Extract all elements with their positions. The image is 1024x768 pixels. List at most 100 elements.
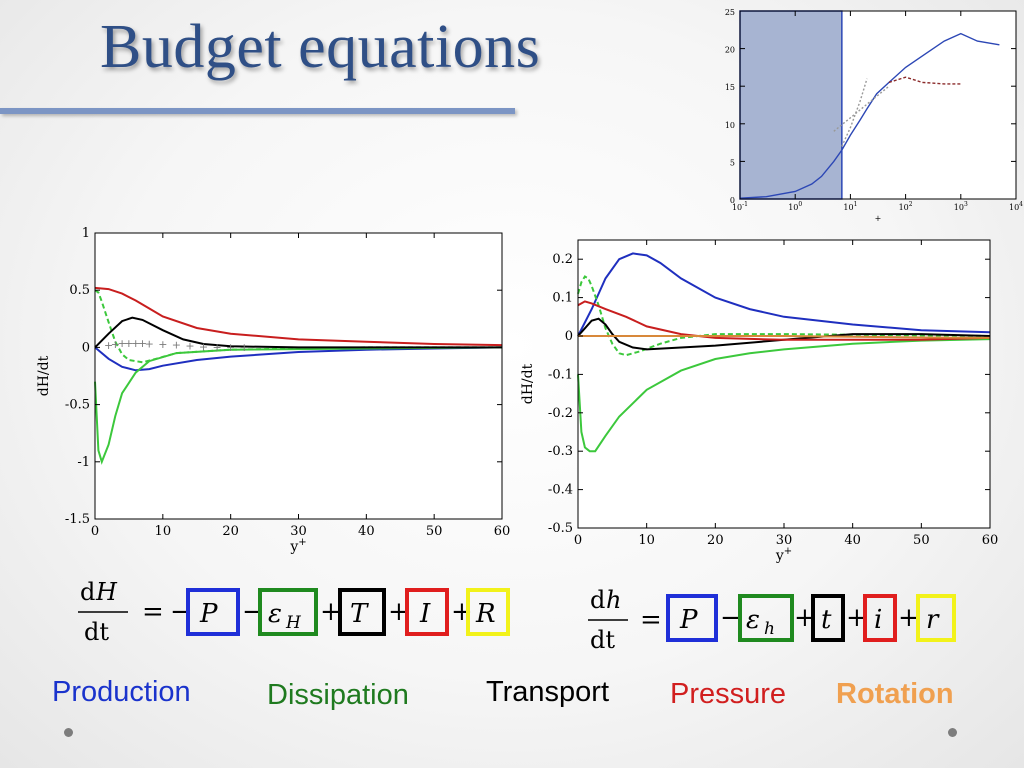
plot-area — [95, 233, 502, 519]
plot-frame — [739, 10, 1017, 200]
eq-right-box-transport — [811, 594, 845, 642]
slide-title: Budget equations — [100, 13, 541, 81]
y-tick-label: -0.2 — [548, 406, 573, 421]
eq-right-term-i: i — [874, 605, 882, 635]
corner-dot-right — [948, 728, 957, 737]
eq-right-term-t: t — [821, 605, 832, 635]
y-tick-label: -0.1 — [548, 367, 573, 382]
y-tick-label: -0.3 — [548, 444, 573, 459]
x-tick-label: 102 — [899, 201, 913, 212]
x-tick-label: 0 — [91, 524, 99, 539]
eq-left-term-t: T — [350, 599, 369, 629]
marker-plus: + — [124, 337, 133, 350]
x-tick-label: 10 — [638, 533, 655, 548]
marker-plus: + — [145, 337, 154, 350]
x-tick-label: 40 — [844, 533, 861, 548]
marker-plus: + — [226, 341, 235, 354]
x-tick-label: 10-1 — [732, 201, 748, 212]
y-tick-label: -0.5 — [65, 398, 90, 413]
series-rotation — [578, 335, 991, 339]
eq-right-op-4: + — [898, 603, 920, 633]
eq-left-box-pressure — [405, 588, 449, 636]
shaded-viscous-region — [739, 10, 843, 200]
y-tick-label: -0.4 — [548, 483, 573, 498]
x-tick-label: 60 — [494, 524, 511, 539]
legend-dissipation: Dissipation — [267, 679, 409, 711]
series-profile — [739, 32, 1000, 199]
y-tick-label: -1 — [77, 455, 90, 470]
marker-plus: + — [138, 337, 147, 350]
x-tick-label: 103 — [954, 201, 968, 212]
marker-plus: + — [111, 338, 120, 351]
eq-right-box-production — [666, 594, 718, 642]
eq-right-box-dissipation — [738, 594, 794, 642]
eq-left-op-2: + — [320, 597, 342, 627]
y-tick-label: 20 — [725, 46, 735, 55]
series-log-ref — [833, 85, 890, 132]
eq-left-op-3: + — [388, 597, 410, 627]
marker-plus: + — [104, 339, 113, 352]
x-tick-label: 50 — [913, 533, 930, 548]
x-tick-label: 100 — [788, 201, 802, 212]
y-tick-label: 0 — [565, 329, 573, 344]
x-tick-label: 104 — [1009, 201, 1023, 212]
series-dissipation — [577, 338, 991, 453]
eq-left-den: dt — [84, 618, 109, 646]
x-tick-label: 20 — [707, 533, 724, 548]
series-pressure — [577, 300, 991, 341]
series-production — [94, 346, 503, 372]
marker-plus: + — [158, 338, 167, 351]
eq-left-term-eps: ε — [268, 599, 282, 629]
corner-dot-left — [64, 728, 73, 737]
marker-plus: + — [240, 341, 249, 354]
eq-right-op-1: − — [720, 603, 742, 633]
series-dashed-red — [888, 76, 961, 85]
x-tick-label: 0 — [574, 533, 582, 548]
y-axis-label: dH/dt — [36, 355, 52, 396]
marker-plus: + — [131, 337, 140, 350]
marker-plus: + — [172, 339, 181, 352]
eq-left-equals: = — [142, 597, 164, 627]
marker-plus: + — [118, 337, 127, 350]
x-axis-label: + — [875, 214, 882, 223]
y-tick-label: 0.1 — [552, 291, 573, 306]
y-tick-label: 5 — [730, 158, 735, 167]
y-tick-label: -0.5 — [548, 521, 573, 536]
x-tick-label: 101 — [843, 201, 857, 212]
eq-left-num-d: d — [80, 578, 95, 606]
y-tick-label: 0.2 — [552, 252, 573, 267]
y-tick-label: 15 — [725, 83, 735, 92]
eq-right-op-3: + — [846, 603, 868, 633]
x-tick-label: 20 — [222, 524, 239, 539]
eq-right-box-rotation — [916, 594, 956, 642]
eq-right-num-d: d — [590, 586, 605, 614]
legend-rotation: Rotation — [836, 678, 954, 710]
eq-left-box-rotation — [466, 588, 510, 636]
marker-plus: + — [185, 340, 194, 353]
eq-left-box-dissipation — [258, 588, 318, 636]
eq-left-term-eps-sub: H — [285, 613, 302, 633]
eq-right-box-pressure — [863, 594, 897, 642]
eq-left-num-var: H — [95, 578, 118, 606]
y-tick-label: -1.5 — [65, 512, 90, 527]
marker-plus: + — [212, 341, 221, 354]
y-tick-label: 0 — [82, 340, 90, 355]
plot-area — [578, 240, 990, 528]
inset-log-chart: 0 5 10 15 20 25 10-1 100 101 102 103 104 + — [725, 8, 1023, 223]
eq-right-term-eps: ε — [746, 605, 760, 635]
eq-right-den: dt — [590, 626, 615, 654]
eq-right-equals: = — [640, 605, 662, 635]
eq-right-op-2: + — [794, 603, 816, 633]
eq-right-num-var: h — [606, 586, 621, 614]
x-tick-label: 10 — [155, 524, 172, 539]
equation-left: d H dt = − P − ε H + T + I + R — [78, 578, 510, 646]
x-tick-label: 40 — [358, 524, 375, 539]
x-axis-label: y+ — [289, 537, 306, 555]
series-viscous-ref — [841, 78, 868, 147]
y-tick-label: 10 — [725, 121, 735, 130]
x-tick-label: 50 — [426, 524, 443, 539]
y-tick-label: 1 — [82, 226, 90, 241]
right-budget-chart: -0.5 -0.4 -0.3 -0.2 -0.1 0 0.1 0.2 0 10 20 30 40 50 60… — [520, 239, 998, 564]
eq-right-term-eps-sub: h — [764, 619, 775, 639]
x-tick-label: 30 — [290, 524, 307, 539]
